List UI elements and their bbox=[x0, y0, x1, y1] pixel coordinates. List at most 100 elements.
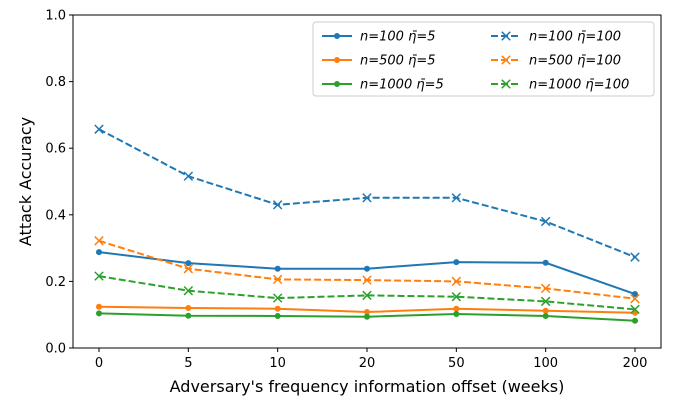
series-line bbox=[98, 128, 636, 259]
x-marker bbox=[272, 274, 283, 285]
x-marker bbox=[183, 264, 194, 274]
series-lines bbox=[98, 128, 636, 322]
dot-marker bbox=[274, 313, 281, 320]
dot-marker bbox=[364, 313, 370, 320]
dot-marker bbox=[453, 305, 460, 312]
dot-marker bbox=[542, 307, 549, 314]
dot-marker bbox=[334, 33, 340, 39]
legend-label: n=1000 η̄=100 bbox=[529, 78, 629, 93]
y-tick-label: 0.6 bbox=[45, 142, 66, 157]
x-marker bbox=[94, 271, 104, 281]
x-marker bbox=[451, 276, 462, 287]
y-tick-label: 0.4 bbox=[45, 208, 66, 223]
x-tick-label: 100 bbox=[533, 356, 558, 371]
x-axis-label: Adversary's frequency information offset… bbox=[170, 377, 565, 396]
legend: n=100 η̄=5 n=500 η̄=5 n=1000 η̄=5 n=100 η̄=… bbox=[312, 21, 655, 97]
x-marker bbox=[451, 291, 462, 302]
legend-label: n=100 η̄=5 bbox=[360, 30, 435, 45]
y-tick-label: 0.8 bbox=[45, 75, 66, 90]
y-tick-label: 0.2 bbox=[45, 275, 66, 290]
series-line bbox=[98, 251, 636, 296]
dot-marker bbox=[96, 303, 102, 310]
x-marker bbox=[272, 293, 283, 303]
x-marker bbox=[540, 283, 551, 294]
x-marker bbox=[451, 193, 462, 203]
dot-marker bbox=[334, 81, 340, 87]
legend-label: n=1000 η̄=5 bbox=[360, 78, 444, 93]
x-marker-stroke bbox=[94, 124, 104, 134]
legend-label: n=500 η̄=5 bbox=[360, 54, 435, 69]
x-marker-stroke bbox=[183, 264, 194, 274]
x-marker bbox=[362, 290, 372, 301]
y-axis-ticks: 0.0 0.2 0.4 0.6 0.8 1.0 bbox=[45, 9, 73, 357]
x-marker-stroke bbox=[272, 293, 283, 303]
y-tick-label: 0.0 bbox=[45, 342, 66, 357]
x-marker-stroke bbox=[272, 274, 283, 285]
legend-box bbox=[312, 21, 655, 97]
x-tick-label: 10 bbox=[269, 356, 286, 371]
dot-marker bbox=[364, 309, 370, 316]
dot-marker bbox=[185, 312, 192, 319]
dot-marker bbox=[274, 265, 281, 272]
x-marker bbox=[630, 304, 640, 315]
x-marker bbox=[501, 31, 511, 41]
x-marker-stroke bbox=[362, 193, 372, 203]
dot-marker bbox=[364, 265, 370, 272]
x-marker bbox=[630, 293, 640, 304]
x-marker bbox=[94, 124, 104, 134]
dot-marker bbox=[334, 57, 340, 63]
x-marker-stroke bbox=[451, 276, 462, 287]
x-marker-stroke bbox=[183, 171, 194, 181]
x-marker-stroke bbox=[362, 290, 372, 301]
x-marker-stroke bbox=[540, 296, 551, 307]
x-tick-label: 5 bbox=[184, 356, 192, 371]
x-marker bbox=[540, 216, 551, 227]
x-tick-label: 50 bbox=[448, 356, 465, 371]
x-marker bbox=[501, 55, 511, 65]
dot-marker bbox=[96, 249, 102, 256]
dot-marker bbox=[632, 291, 638, 298]
x-marker-stroke bbox=[183, 285, 194, 296]
dot-marker bbox=[274, 305, 281, 312]
x-marker-stroke bbox=[451, 193, 462, 203]
x-marker bbox=[501, 79, 511, 89]
x-axis-ticks: 0 5 10 20 50 100 200 bbox=[95, 348, 648, 371]
y-tick-label: 1.0 bbox=[45, 9, 66, 24]
x-marker-stroke bbox=[501, 79, 511, 89]
y-axis-label: Attack Accuracy bbox=[16, 117, 35, 246]
dot-marker bbox=[96, 310, 102, 317]
dot-marker bbox=[185, 305, 192, 312]
dot-marker bbox=[542, 259, 549, 266]
dot-marker bbox=[542, 313, 549, 320]
x-tick-label: 200 bbox=[623, 356, 648, 371]
x-marker-stroke bbox=[540, 283, 551, 294]
x-tick-label: 0 bbox=[95, 356, 103, 371]
x-marker bbox=[94, 236, 104, 246]
x-marker-stroke bbox=[501, 55, 511, 65]
x-marker-stroke bbox=[630, 293, 640, 304]
dot-marker bbox=[632, 317, 638, 324]
x-marker bbox=[272, 200, 283, 210]
x-marker-stroke bbox=[501, 31, 511, 41]
dot-marker bbox=[453, 259, 460, 266]
x-tick-label: 20 bbox=[359, 356, 376, 371]
x-marker-stroke bbox=[272, 200, 283, 210]
legend-label: n=500 η̄=100 bbox=[529, 54, 621, 69]
x-marker-stroke bbox=[540, 216, 551, 227]
x-marker bbox=[540, 296, 551, 307]
x-marker bbox=[630, 252, 640, 262]
x-marker-stroke bbox=[94, 236, 104, 246]
dot-marker bbox=[453, 311, 460, 318]
x-marker bbox=[183, 171, 194, 181]
x-marker bbox=[183, 285, 194, 296]
x-marker bbox=[362, 275, 372, 285]
legend-label: n=100 η̄=100 bbox=[529, 30, 621, 45]
x-marker bbox=[362, 193, 372, 203]
x-marker-stroke bbox=[451, 291, 462, 302]
x-marker-stroke bbox=[630, 252, 640, 262]
x-marker-stroke bbox=[94, 271, 104, 281]
x-marker-stroke bbox=[362, 275, 372, 285]
dot-marker bbox=[185, 260, 192, 267]
x-marker-stroke bbox=[630, 304, 640, 315]
